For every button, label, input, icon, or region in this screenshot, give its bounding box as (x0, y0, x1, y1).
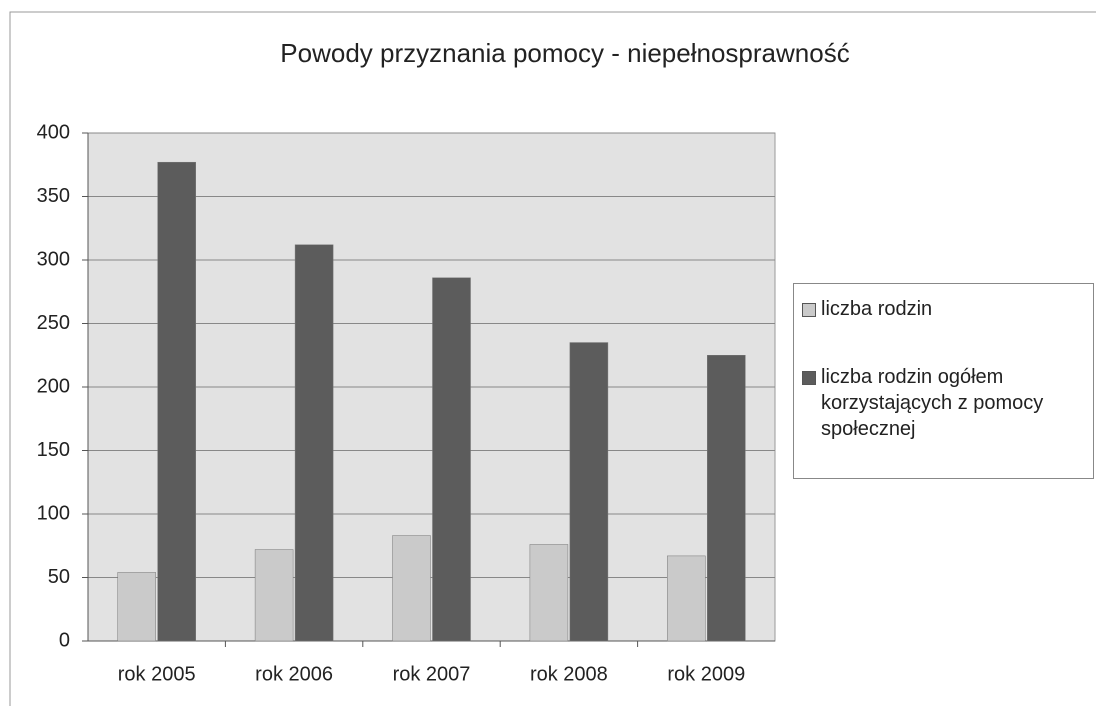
legend-item: liczba rodzin (802, 296, 1085, 322)
y-tick-label: 0 (59, 629, 70, 651)
legend-swatch (802, 371, 816, 385)
chart-title: Powody przyznania pomocy - niepełnospraw… (280, 38, 849, 68)
x-tick-label: rok 2008 (530, 663, 608, 685)
y-tick-label: 150 (37, 439, 70, 461)
y-tick-label: 200 (37, 375, 70, 397)
x-tick-label: rok 2006 (255, 663, 333, 685)
y-tick-label: 350 (37, 185, 70, 207)
y-tick-label: 300 (37, 248, 70, 270)
y-tick-label: 250 (37, 312, 70, 334)
bar (157, 161, 196, 642)
bar (294, 244, 334, 642)
legend-label: liczba rodzin ogółem korzystających z po… (821, 366, 1044, 440)
bar (117, 572, 156, 642)
chart-border (9, 11, 1096, 706)
bar (569, 342, 609, 642)
x-tick-label: rok 2009 (667, 663, 745, 685)
bar (529, 544, 569, 642)
legend-swatch (802, 303, 816, 317)
bar (707, 355, 746, 642)
y-tick-label: 400 (37, 121, 70, 143)
bar (667, 555, 706, 642)
legend: liczba rodzin liczba rodzin ogółem korzys… (793, 283, 1094, 479)
bar (254, 549, 294, 642)
bar (392, 535, 431, 642)
x-tick-label: rok 2007 (393, 663, 471, 685)
y-tick-label: 100 (37, 502, 70, 524)
y-tick-label: 50 (48, 566, 70, 588)
x-tick-label: rok 2005 (118, 663, 196, 685)
legend-label: liczba rodzin (821, 298, 933, 320)
bar (432, 277, 471, 642)
legend-item: liczba rodzin ogółem korzystających z po… (802, 364, 1085, 442)
